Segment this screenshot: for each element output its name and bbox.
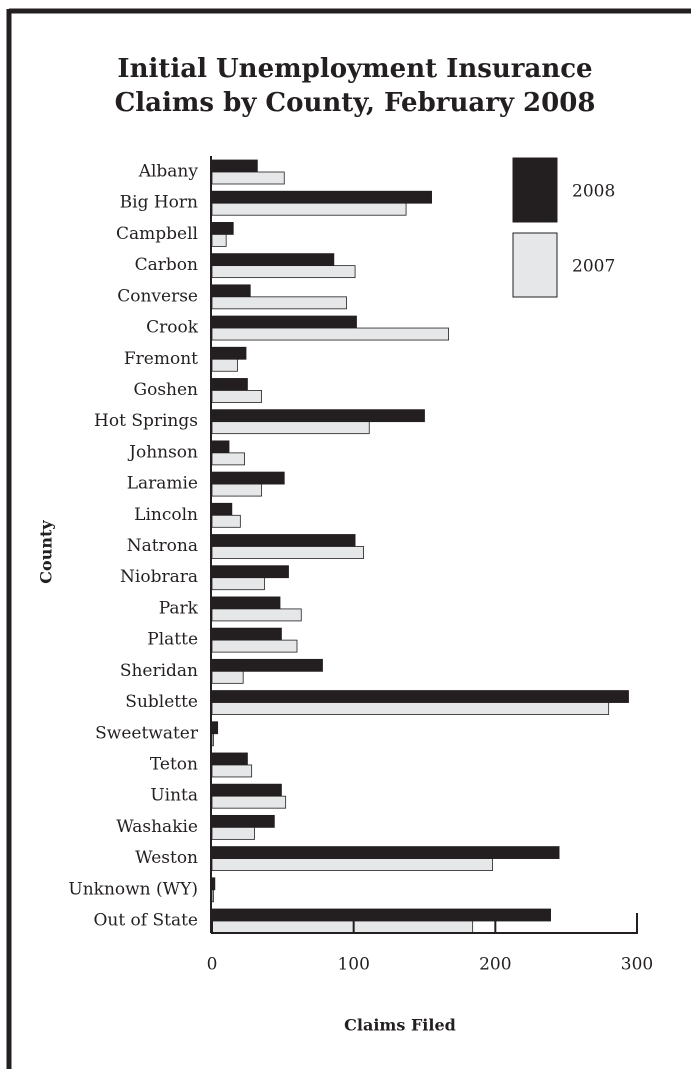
- bar: [211, 253, 335, 267]
- bar: [211, 889, 214, 903]
- y-tick-label: Niobrara: [120, 567, 198, 587]
- bar: [211, 234, 227, 247]
- y-tick-label: Laramie: [127, 474, 198, 494]
- y-tick-label: Platte: [147, 630, 198, 650]
- bar: [211, 171, 285, 185]
- bar: [211, 721, 219, 735]
- bar: [211, 534, 356, 547]
- bar: [211, 764, 253, 778]
- bar: [211, 690, 629, 703]
- legend-swatch: [512, 157, 558, 223]
- chart-title: Initial Unemployment Insurance: [117, 54, 592, 84]
- y-tick-label: Unknown (WY): [68, 879, 198, 899]
- bar: [211, 795, 287, 809]
- bar: [211, 783, 282, 797]
- bar: [211, 658, 323, 672]
- y-tick-label: Carbon: [135, 255, 198, 275]
- bar: [211, 702, 610, 715]
- bar: [211, 284, 251, 298]
- legend-swatch: [512, 232, 558, 298]
- bar: [211, 190, 432, 204]
- y-tick-label: Johnson: [127, 442, 198, 462]
- y-tick-label: Natrona: [127, 536, 198, 556]
- y-tick-label: Uinta: [150, 786, 198, 806]
- chart-title: Claims by County, February 2008: [115, 88, 596, 118]
- bar: [211, 846, 560, 859]
- bar: [211, 877, 216, 891]
- bar: [211, 502, 233, 516]
- bar: [211, 390, 262, 403]
- bar: [211, 202, 407, 216]
- y-tick-label: Big Horn: [120, 193, 198, 213]
- x-axis-label: Claims Filed: [344, 1016, 456, 1035]
- y-tick-label: Sheridan: [120, 661, 198, 681]
- bar: [211, 358, 238, 372]
- bar: [211, 452, 245, 466]
- x-tick-label: 300: [621, 955, 653, 975]
- bar: [211, 546, 364, 559]
- bar: [211, 670, 244, 684]
- y-tick-label: Lincoln: [134, 505, 198, 525]
- bar: [211, 265, 356, 279]
- bar: [211, 315, 357, 329]
- bar: [211, 639, 298, 653]
- bar: [211, 826, 255, 840]
- y-tick-label: Albany: [138, 162, 199, 182]
- legend-label: 2007: [572, 257, 615, 277]
- y-tick-label: Campbell: [116, 224, 198, 244]
- bar: [211, 159, 258, 173]
- y-tick-label: Converse: [117, 286, 198, 306]
- y-tick-label: Fremont: [124, 349, 198, 369]
- bar: [211, 565, 289, 579]
- bar: [211, 858, 493, 871]
- bar: [211, 514, 241, 528]
- bar: [211, 327, 449, 341]
- bar: [211, 471, 285, 485]
- bar: [211, 378, 248, 391]
- y-tick-label: Washakie: [116, 817, 198, 837]
- y-tick-label: Hot Springs: [94, 411, 198, 431]
- bar: [211, 346, 247, 360]
- bar: [211, 483, 262, 497]
- y-tick-label: Goshen: [134, 380, 199, 400]
- bar: [211, 814, 275, 828]
- y-tick-label: Out of State: [93, 911, 198, 931]
- bar: [211, 920, 474, 934]
- bar: [211, 577, 265, 591]
- y-axis-label: County: [37, 520, 56, 584]
- bar: [211, 608, 302, 622]
- x-tick-label: 0: [207, 955, 218, 975]
- legend-label: 2008: [572, 182, 615, 202]
- y-tick-label: Sublette: [125, 692, 198, 712]
- bar: [211, 440, 230, 454]
- bar: [211, 908, 551, 922]
- bar: [211, 296, 347, 310]
- bar: [211, 421, 370, 435]
- y-tick-label: Park: [159, 598, 199, 618]
- bar: [211, 733, 214, 747]
- x-tick-label: 200: [479, 955, 511, 975]
- y-tick-label: Weston: [135, 848, 198, 868]
- bar: [211, 222, 234, 235]
- bar: [211, 596, 281, 610]
- x-tick-label: 100: [337, 955, 369, 975]
- y-tick-label: Crook: [146, 318, 199, 338]
- bar: [211, 627, 282, 641]
- y-tick-label: Teton: [150, 754, 198, 774]
- bar: [211, 409, 425, 423]
- y-tick-label: Sweetwater: [95, 723, 199, 743]
- bar: [211, 752, 248, 766]
